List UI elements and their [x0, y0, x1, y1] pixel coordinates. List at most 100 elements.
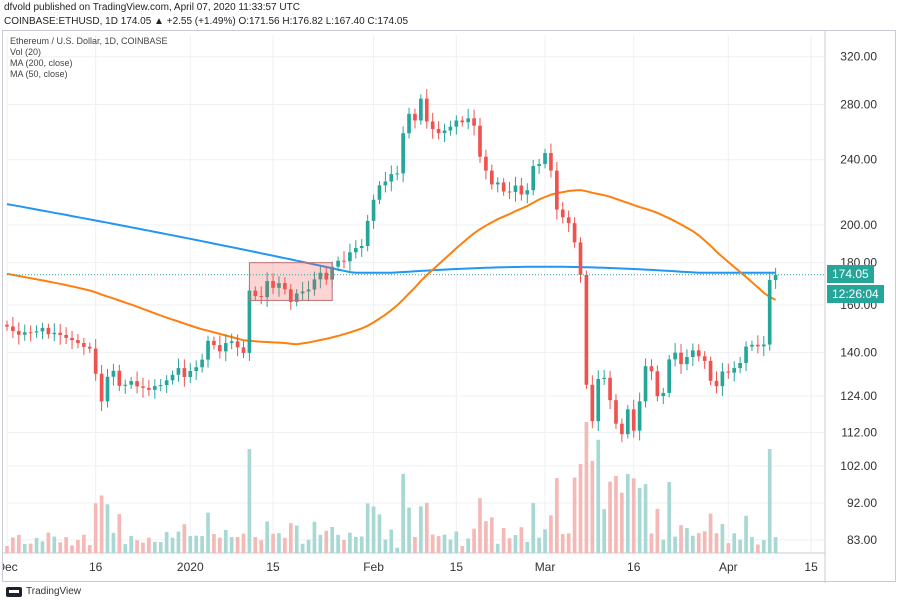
volume-bar	[324, 530, 329, 553]
volume-bar	[696, 533, 701, 553]
candle-down	[283, 283, 287, 290]
candle-up	[318, 272, 323, 280]
volume-bar	[135, 540, 139, 553]
volume-bar	[158, 542, 163, 553]
candle-down	[259, 296, 264, 298]
candle-down	[584, 274, 589, 385]
candle-down	[135, 381, 139, 387]
candle-up	[170, 374, 175, 381]
volume-bar	[756, 544, 760, 553]
volume-bar	[93, 503, 98, 553]
countdown-tag: 12:26:04	[827, 284, 884, 303]
chart-frame[interactable]: 320.00 280.00 240.00 200.00 180.00 160.00 140.…	[2, 30, 897, 583]
y-tick-label: 240.00	[840, 153, 877, 167]
volume-bar	[708, 513, 713, 553]
candle-down	[271, 281, 275, 288]
volume-bar	[371, 506, 376, 553]
candle-up	[359, 245, 364, 249]
candle-up	[34, 331, 39, 333]
legend-volume[interactable]: Vol (20)	[10, 47, 42, 57]
volume-bar	[714, 533, 719, 553]
volume-bar	[631, 478, 636, 553]
volume-bar	[312, 521, 317, 553]
price-chart[interactable]: 320.00280.00240.00200.00180.00160.00140.…	[3, 31, 897, 583]
candle-up	[40, 327, 45, 332]
candle-down	[655, 371, 660, 397]
x-tick-label: Feb	[363, 560, 384, 574]
candle-up	[105, 376, 110, 402]
candle-down	[714, 380, 719, 387]
volume-bar	[377, 514, 382, 553]
volume-bar	[111, 532, 116, 553]
x-tick-label: 16	[627, 560, 641, 574]
volume-bar	[649, 533, 654, 553]
legend-ma200[interactable]: MA (200, close)	[10, 58, 73, 68]
candle-down	[507, 191, 512, 193]
volume-bar	[176, 531, 181, 553]
candle-up	[495, 182, 500, 185]
candle-down	[46, 327, 51, 335]
volume-bar	[643, 484, 648, 553]
volume-bar	[271, 533, 275, 553]
candle-down	[99, 373, 104, 402]
volume-bar	[555, 478, 559, 553]
y-tick-label: 280.00	[840, 98, 877, 112]
candle-up	[348, 252, 352, 262]
candle-up	[673, 352, 677, 360]
candle-down	[76, 340, 80, 344]
volume-bar	[767, 449, 772, 553]
candle-up	[767, 280, 772, 345]
volume-bar	[667, 482, 672, 553]
x-tick-label: Apr	[719, 560, 738, 574]
highlight-box	[248, 262, 333, 301]
candle-down	[560, 209, 565, 218]
legend-ma50[interactable]: MA (50, close)	[10, 69, 68, 79]
volume-bar	[732, 533, 737, 553]
volume-bar	[454, 531, 459, 553]
candle-down	[649, 366, 654, 372]
volume-bar	[744, 515, 748, 553]
candle-up	[531, 166, 536, 191]
legend-symbol[interactable]: Ethereum / U.S. Dollar, 1D, COINBASE	[10, 36, 168, 46]
candle-down	[679, 352, 683, 365]
volume-bar	[614, 475, 618, 553]
candle-down	[58, 332, 63, 335]
volume-bar	[11, 537, 15, 553]
volume-bar	[336, 534, 340, 553]
candle-down	[288, 289, 293, 302]
volume-bar	[52, 536, 57, 553]
volume-bar	[608, 481, 612, 553]
candle-up	[306, 289, 311, 292]
candle-down	[70, 337, 74, 341]
candle-up	[685, 357, 689, 365]
volume-bar	[277, 533, 281, 553]
volume-bar	[5, 546, 9, 553]
candle-up	[596, 378, 601, 422]
candle-up	[123, 384, 128, 386]
quote-line: COINBASE:ETHUSD, 1D 174.05 ▲ +2.55 (+1.4…	[4, 16, 409, 27]
candle-up	[247, 290, 252, 353]
candle-up	[448, 126, 453, 131]
candle-up	[164, 380, 169, 386]
volume-bar	[87, 545, 92, 553]
candle-down	[141, 386, 145, 388]
volume-bar	[212, 533, 216, 553]
volume-bar	[590, 460, 595, 553]
candle-down	[253, 290, 258, 297]
candle-down	[726, 371, 731, 373]
volume-bar	[123, 544, 128, 553]
candle-down	[478, 125, 482, 157]
candle-up	[625, 409, 630, 435]
volume-bar	[229, 537, 234, 553]
candle-down	[590, 384, 595, 422]
volume-bar	[188, 535, 193, 553]
candle-down	[241, 347, 246, 353]
volume-bar	[99, 495, 104, 553]
candle-up	[176, 368, 181, 375]
x-tick-label: 15	[266, 560, 280, 574]
candle-down	[756, 344, 760, 347]
y-tick-label: 200.00	[840, 218, 877, 232]
volume-bar	[383, 539, 388, 553]
footer-brand[interactable]: TradingView	[6, 586, 81, 597]
volume-bar	[182, 524, 187, 553]
